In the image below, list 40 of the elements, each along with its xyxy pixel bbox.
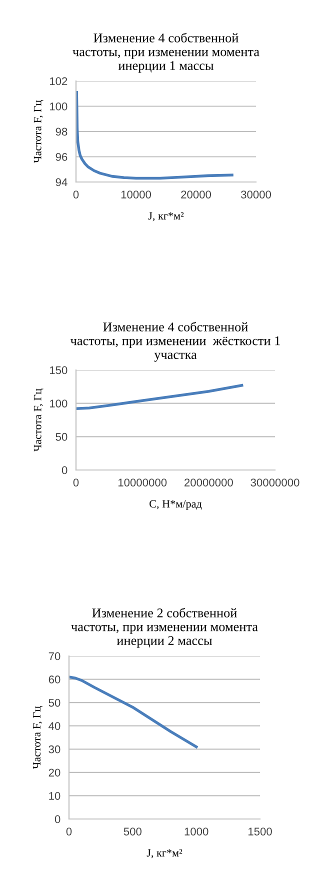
y-tick-label: 50 (48, 698, 60, 707)
y-axis-title: Частота F, Гц (34, 100, 44, 163)
chart-title: Изменение 4 собственной частоты, при изменении момента инерции 1 массы (72, 32, 260, 73)
y-tick-label: 150 (50, 366, 68, 374)
y-tick-label: 30 (48, 745, 60, 754)
x-tick-label: 500 (124, 828, 142, 836)
line-series (76, 90, 234, 180)
y-axis-title: Частота F, Гц (34, 388, 44, 452)
y-tick-label: 20 (48, 768, 60, 777)
y-tick-label: 60 (48, 676, 60, 684)
x-tick-label: 30000000 (250, 478, 300, 486)
x-tick-label: 0 (73, 190, 79, 198)
y-tick-label: 100 (50, 400, 68, 408)
y-tick-label: 50 (56, 432, 68, 441)
y-tick-label: 98 (56, 128, 68, 136)
x-tick-label: 0 (73, 478, 79, 486)
chart-title: Изменение 4 собственной частоты, при изменении жёсткости 1 участка (70, 322, 280, 362)
y-tick-label: 70 (48, 652, 60, 660)
x-tick-label: 1500 (248, 828, 272, 836)
line-series (76, 384, 244, 410)
x-axis-title: J, кг*м² (146, 849, 182, 858)
line-series (69, 676, 198, 748)
y-tick-label: 100 (50, 102, 68, 110)
y-tick-label: 0 (54, 815, 60, 824)
y-tick-label: 40 (48, 722, 60, 730)
x-axis-title: С, Н*м/рад (150, 500, 202, 510)
x-tick-label: 20000 (181, 190, 212, 198)
x-tick-label: 10000000 (118, 478, 167, 486)
y-tick-label: 0 (62, 466, 68, 474)
chart-title: Изменение 2 собственной частоты, при изменении момента инерции 2 массы (71, 608, 258, 648)
y-axis-title: Частота F, Гц (33, 706, 43, 769)
y-tick-label: 94 (56, 178, 68, 186)
x-tick-label: 30000 (240, 190, 272, 198)
x-tick-label: 10000 (121, 190, 152, 198)
y-tick-label: 10 (49, 792, 60, 800)
x-tick-label: 1000 (184, 828, 208, 836)
x-tick-label: 20000000 (184, 478, 233, 486)
y-tick-label: 96 (56, 153, 68, 161)
x-axis-title: J, кг*м² (148, 212, 184, 222)
y-tick-label: 102 (50, 77, 68, 86)
